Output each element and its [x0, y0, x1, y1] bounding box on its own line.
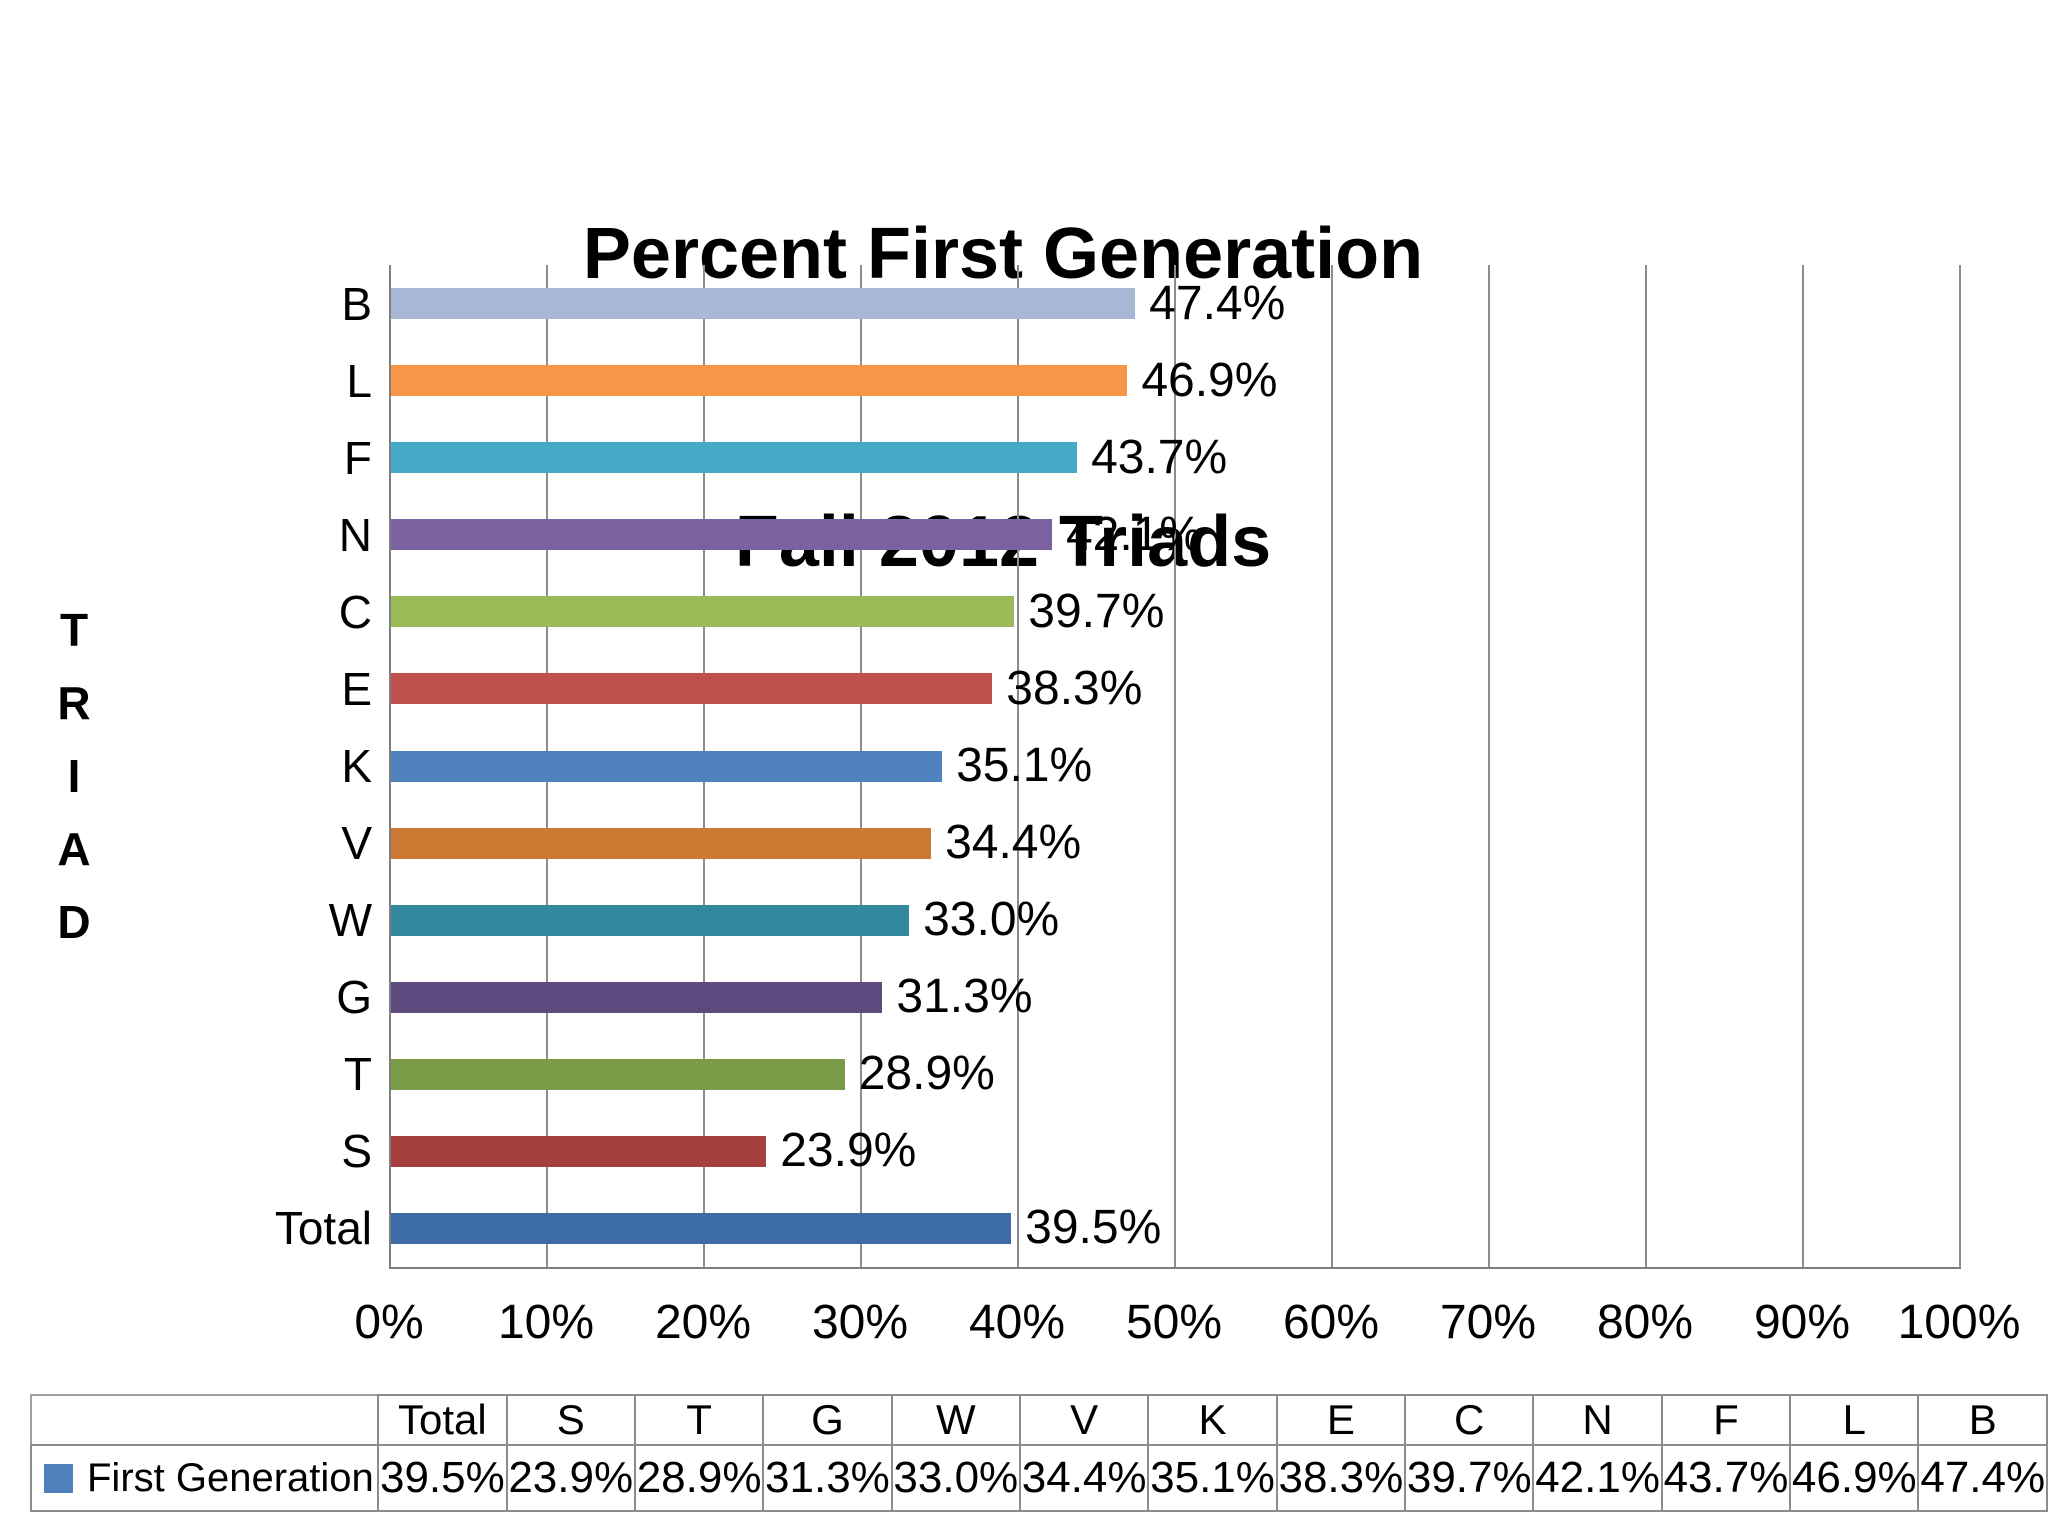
legend-label: First Generation — [87, 1455, 374, 1500]
bar-value-label: 47.4% — [1149, 276, 1286, 330]
table-header-cell: G — [762, 1394, 893, 1446]
gridline — [1645, 265, 1647, 1267]
table-value-cell: 47.4% — [1917, 1444, 2048, 1512]
table-value-cell: 34.4% — [1018, 1444, 1150, 1512]
bar-value-label: 43.7% — [1091, 430, 1228, 484]
x-tick-label: 0% — [354, 1296, 424, 1349]
bar-l — [391, 365, 1128, 397]
table-value-cell: 39.5% — [377, 1444, 508, 1512]
category-label: L — [346, 354, 372, 407]
category-label: C — [338, 585, 372, 638]
gridline — [1174, 265, 1176, 1267]
bar-value-label: 46.9% — [1141, 353, 1278, 407]
x-tick-label: 20% — [654, 1296, 752, 1349]
table-header-cell: B — [1917, 1394, 2048, 1446]
table-header-cell: K — [1147, 1394, 1278, 1446]
legend-cell: First Generation — [29, 1444, 380, 1512]
y-axis-title-letter: R — [57, 677, 91, 729]
gridline — [1017, 265, 1019, 1267]
x-tick-label: 70% — [1439, 1296, 1537, 1349]
category-label: N — [338, 508, 372, 561]
bar-g — [391, 981, 883, 1013]
table-value-cell: 46.9% — [1789, 1444, 1920, 1512]
table-value-cell: 42.1% — [1532, 1444, 1663, 1512]
bar-value-label: 42.1% — [1065, 507, 1203, 561]
table-value-cell: 39.7% — [1404, 1444, 1535, 1512]
y-axis-title-letter: A — [57, 823, 91, 875]
bar-s — [391, 1135, 767, 1167]
x-tick-label: 50% — [1125, 1296, 1223, 1349]
y-axis-title-letter: T — [59, 604, 89, 656]
x-tick-label: 90% — [1753, 1296, 1851, 1349]
bar-value-label: 28.9% — [858, 1047, 995, 1101]
category-label: K — [341, 739, 372, 792]
table-corner-cell — [31, 1395, 380, 1446]
x-tick-label: 40% — [968, 1296, 1066, 1349]
bar-value-label: 39.5% — [1025, 1201, 1162, 1255]
table-header-cell: W — [890, 1394, 1021, 1446]
bar-w — [391, 904, 910, 936]
gridline — [1802, 265, 1804, 1267]
bar-e — [391, 673, 993, 705]
category-label: T — [343, 1048, 372, 1101]
category-label: G — [336, 971, 372, 1024]
x-tick-label: 100% — [1897, 1296, 2021, 1349]
data-table: Total S T G W V K E C N F L B First Generation 39.5%… — [29, 1394, 2048, 1512]
gridline — [1488, 265, 1490, 1267]
table-header-row: Total S T G W V K E C N F L B — [31, 1394, 2048, 1446]
table-header-cell: F — [1660, 1394, 1792, 1446]
bar-b — [391, 288, 1136, 320]
category-label: V — [341, 817, 372, 870]
x-tick-label: 30% — [811, 1296, 909, 1349]
gridline — [1331, 265, 1333, 1267]
bar-c — [391, 596, 1015, 628]
table-header-cell: V — [1018, 1394, 1150, 1446]
table-header-cell: T — [633, 1394, 765, 1446]
table-header-cell: C — [1404, 1394, 1535, 1446]
table-header-cell: N — [1532, 1394, 1663, 1446]
bar-n — [391, 519, 1052, 551]
category-label: F — [343, 431, 372, 484]
table-value-cell: 35.1% — [1147, 1444, 1278, 1512]
table-value-row: First Generation 39.5% 23.9% 28.9% 31.3% 33.… — [29, 1444, 2048, 1512]
table-value-cell: 43.7% — [1660, 1444, 1792, 1512]
y-axis-title-letter: I — [67, 750, 81, 802]
table-value-cell: 31.3% — [762, 1444, 893, 1512]
bar-k — [391, 750, 943, 782]
plot-area: 47.4% 46.9% 43.7% 42.1% 39.7% 38.3% 35.1% 34.4%… — [389, 265, 1961, 1269]
table-value-cell: 28.9% — [633, 1444, 765, 1512]
table-value-cell: 23.9% — [505, 1444, 636, 1512]
bar-value-label: 23.9% — [780, 1124, 917, 1178]
table-value-cell: 33.0% — [890, 1444, 1021, 1512]
bar-value-label: 35.1% — [956, 739, 1093, 792]
category-label: B — [341, 277, 372, 330]
bar-value-label: 31.3% — [896, 970, 1033, 1024]
table-header-cell: S — [505, 1394, 636, 1446]
x-tick-label: 60% — [1282, 1296, 1380, 1349]
legend-swatch-icon — [44, 1463, 73, 1493]
x-tick-label: 80% — [1596, 1296, 1694, 1349]
x-tick-label: 10% — [497, 1296, 595, 1349]
bar-value-label: 34.4% — [945, 816, 1082, 870]
table-header-cell: Total — [377, 1394, 508, 1446]
category-label: Total — [274, 1202, 372, 1255]
chart-title-line1: Percent First Generation — [582, 214, 1424, 294]
gridline — [1959, 265, 1961, 1267]
category-label: E — [341, 662, 372, 715]
bar-f — [391, 442, 1078, 474]
bar-value-label: 33.0% — [923, 893, 1060, 947]
category-label: W — [328, 894, 372, 947]
bar-value-label: 39.7% — [1028, 584, 1165, 638]
bar-t — [391, 1058, 845, 1090]
bar-total — [391, 1212, 1012, 1244]
table-header-cell: L — [1789, 1394, 1920, 1446]
bar-value-label: 38.3% — [1006, 661, 1143, 715]
table-header-cell: E — [1275, 1394, 1407, 1446]
bar-v — [391, 827, 932, 859]
table-value-cell: 38.3% — [1275, 1444, 1407, 1512]
category-label: S — [341, 1125, 372, 1178]
y-axis-title-letter: D — [57, 896, 91, 948]
